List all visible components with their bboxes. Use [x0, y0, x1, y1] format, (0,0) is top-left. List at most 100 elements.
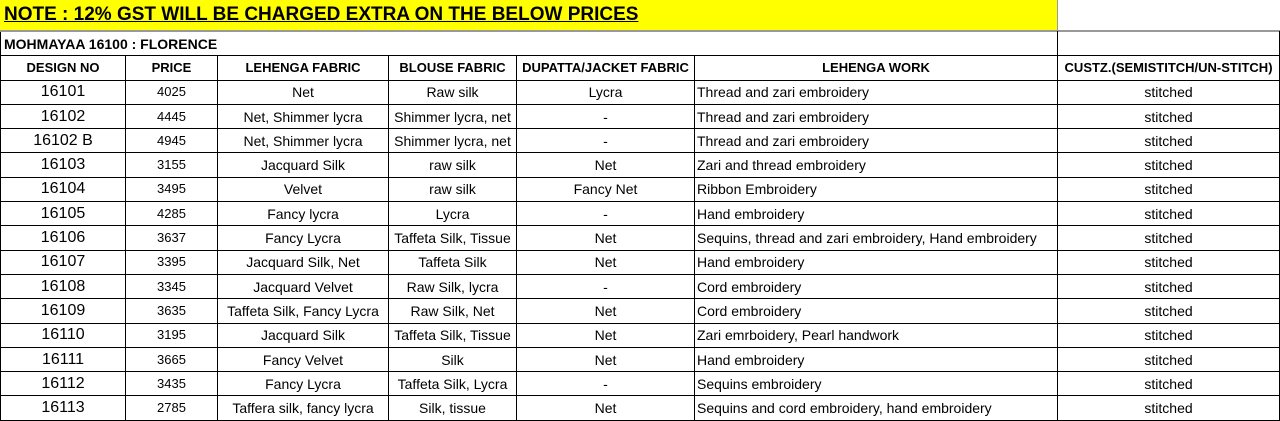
price-cell[interactable]: 4025 — [125, 79, 218, 105]
design-no-cell[interactable]: 16104 — [0, 176, 126, 203]
lehenga-fabric-cell[interactable]: Fancy lycra — [217, 201, 389, 227]
price-cell[interactable]: 2785 — [125, 395, 218, 421]
dupatta-fabric-cell[interactable]: Net — [516, 249, 695, 275]
header-lehenga-work[interactable]: LEHENGA WORK — [693, 55, 1059, 81]
price-cell[interactable]: 3495 — [125, 176, 218, 203]
lehenga-fabric-cell[interactable]: Jacquard Silk — [217, 152, 389, 178]
lehenga-fabric-cell[interactable]: Net, Shimmer lycra — [217, 103, 389, 130]
empty-cell[interactable] — [1057, 0, 1280, 31]
lehenga-work-cell[interactable]: Sequins, thread and zari embroidery, Han… — [693, 225, 1059, 251]
price-cell[interactable]: 3195 — [125, 322, 218, 348]
blouse-fabric-cell[interactable]: raw silk — [388, 176, 517, 203]
blouse-fabric-cell[interactable]: Raw Silk, lycra — [388, 273, 517, 300]
lehenga-work-cell[interactable]: Thread and zari embroidery — [693, 79, 1059, 105]
header-lehenga-fabric[interactable]: LEHENGA FABRIC — [217, 55, 389, 81]
custz-cell[interactable]: stitched — [1057, 176, 1280, 203]
blouse-fabric-cell[interactable]: Taffeta Silk, Tissue — [388, 225, 517, 251]
custz-cell[interactable]: stitched — [1057, 249, 1280, 275]
dupatta-fabric-cell[interactable]: Net — [516, 298, 695, 324]
dupatta-fabric-cell[interactable]: Lycra — [516, 79, 695, 105]
dupatta-fabric-cell[interactable]: Fancy Net — [516, 176, 695, 203]
blouse-fabric-cell[interactable]: Taffeta Silk, Lycra — [388, 371, 517, 397]
price-cell[interactable]: 4285 — [125, 201, 218, 227]
design-no-cell[interactable]: 16111 — [0, 346, 126, 373]
lehenga-work-cell[interactable]: Zari emrboidery, Pearl handwork — [693, 322, 1059, 348]
design-no-cell[interactable]: 16103 — [0, 152, 126, 178]
design-no-cell[interactable]: 16109 — [0, 298, 126, 324]
dupatta-fabric-cell[interactable]: - — [516, 128, 695, 154]
blouse-fabric-cell[interactable]: Raw silk — [388, 79, 517, 105]
design-no-cell[interactable]: 16112 — [0, 371, 126, 397]
blouse-fabric-cell[interactable]: Raw Silk, Net — [388, 298, 517, 324]
dupatta-fabric-cell[interactable]: Net — [516, 225, 695, 251]
custz-cell[interactable]: stitched — [1057, 128, 1280, 154]
price-cell[interactable]: 4945 — [125, 128, 218, 154]
header-design-no[interactable]: DESIGN NO — [0, 55, 126, 81]
lehenga-fabric-cell[interactable]: Taffeta Silk, Fancy Lycra — [217, 298, 389, 324]
dupatta-fabric-cell[interactable]: - — [516, 103, 695, 130]
dupatta-fabric-cell[interactable]: Net — [516, 152, 695, 178]
lehenga-work-cell[interactable]: Sequins and cord embroidery, hand embroi… — [693, 395, 1059, 421]
lehenga-fabric-cell[interactable]: Velvet — [217, 176, 389, 203]
price-cell[interactable]: 3635 — [125, 298, 218, 324]
lehenga-fabric-cell[interactable]: Net — [217, 79, 389, 105]
blouse-fabric-cell[interactable]: Lycra — [388, 201, 517, 227]
lehenga-fabric-cell[interactable]: Jacquard Silk, Net — [217, 249, 389, 275]
lehenga-work-cell[interactable]: Cord embroidery — [693, 273, 1059, 300]
dupatta-fabric-cell[interactable]: Net — [516, 346, 695, 373]
header-custz[interactable]: CUSTZ.(SEMISTITCH/UN-STITCH) — [1057, 55, 1280, 81]
lehenga-work-cell[interactable]: Hand embroidery — [693, 346, 1059, 373]
custz-cell[interactable]: stitched — [1057, 395, 1280, 421]
lehenga-fabric-cell[interactable]: Fancy Lycra — [217, 371, 389, 397]
design-no-cell[interactable]: 16106 — [0, 225, 126, 251]
blouse-fabric-cell[interactable]: Shimmer lycra, net — [388, 103, 517, 130]
gst-note-cell[interactable]: NOTE : 12% GST WILL BE CHARGED EXTRA ON … — [0, 0, 1057, 31]
custz-cell[interactable]: stitched — [1057, 79, 1280, 105]
lehenga-work-cell[interactable]: Cord embroidery — [693, 298, 1059, 324]
lehenga-fabric-cell[interactable]: Net, Shimmer lycra — [217, 128, 389, 154]
design-no-cell[interactable]: 16102 — [0, 103, 126, 130]
collection-title[interactable]: MOHMAYAA 16100 : FLORENCE — [0, 30, 1059, 57]
price-cell[interactable]: 3637 — [125, 225, 218, 251]
price-cell[interactable]: 3395 — [125, 249, 218, 275]
blouse-fabric-cell[interactable]: Shimmer lycra, net — [388, 128, 517, 154]
price-cell[interactable]: 4445 — [125, 103, 218, 130]
header-blouse-fabric[interactable]: BLOUSE FABRIC — [388, 55, 517, 81]
design-no-cell[interactable]: 16113 — [0, 395, 126, 421]
price-cell[interactable]: 3665 — [125, 346, 218, 373]
blouse-fabric-cell[interactable]: raw silk — [388, 152, 517, 178]
custz-cell[interactable]: stitched — [1057, 298, 1280, 324]
price-cell[interactable]: 3345 — [125, 273, 218, 300]
lehenga-fabric-cell[interactable]: Jacquard Velvet — [217, 273, 389, 300]
design-no-cell[interactable]: 16105 — [0, 201, 126, 227]
lehenga-work-cell[interactable]: Thread and zari embroidery — [693, 103, 1059, 130]
custz-cell[interactable]: stitched — [1057, 225, 1280, 251]
lehenga-fabric-cell[interactable]: Fancy Lycra — [217, 225, 389, 251]
dupatta-fabric-cell[interactable]: - — [516, 201, 695, 227]
custz-cell[interactable]: stitched — [1057, 152, 1280, 178]
custz-cell[interactable]: stitched — [1057, 322, 1280, 348]
custz-cell[interactable]: stitched — [1057, 371, 1280, 397]
blouse-fabric-cell[interactable]: Silk — [388, 346, 517, 373]
lehenga-fabric-cell[interactable]: Fancy Velvet — [217, 346, 389, 373]
lehenga-work-cell[interactable]: Zari and thread embroidery — [693, 152, 1059, 178]
blouse-fabric-cell[interactable]: Silk, tissue — [388, 395, 517, 421]
dupatta-fabric-cell[interactable]: Net — [516, 322, 695, 348]
lehenga-work-cell[interactable]: Sequins embroidery — [693, 371, 1059, 397]
lehenga-work-cell[interactable]: Hand embroidery — [693, 249, 1059, 275]
design-no-cell[interactable]: 16101 — [0, 79, 126, 105]
empty-cell[interactable] — [1057, 30, 1280, 57]
design-no-cell[interactable]: 16107 — [0, 249, 126, 275]
design-no-cell[interactable]: 16102 B — [0, 128, 126, 154]
header-dupatta-fabric[interactable]: DUPATTA/JACKET FABRIC — [516, 55, 695, 81]
lehenga-fabric-cell[interactable]: Taffera silk, fancy lycra — [217, 395, 389, 421]
dupatta-fabric-cell[interactable]: Net — [516, 395, 695, 421]
header-price[interactable]: PRICE — [125, 55, 218, 81]
lehenga-work-cell[interactable]: Hand embroidery — [693, 201, 1059, 227]
price-cell[interactable]: 3155 — [125, 152, 218, 178]
design-no-cell[interactable]: 16108 — [0, 273, 126, 300]
custz-cell[interactable]: stitched — [1057, 273, 1280, 300]
design-no-cell[interactable]: 16110 — [0, 322, 126, 348]
custz-cell[interactable]: stitched — [1057, 201, 1280, 227]
blouse-fabric-cell[interactable]: Taffeta Silk — [388, 249, 517, 275]
